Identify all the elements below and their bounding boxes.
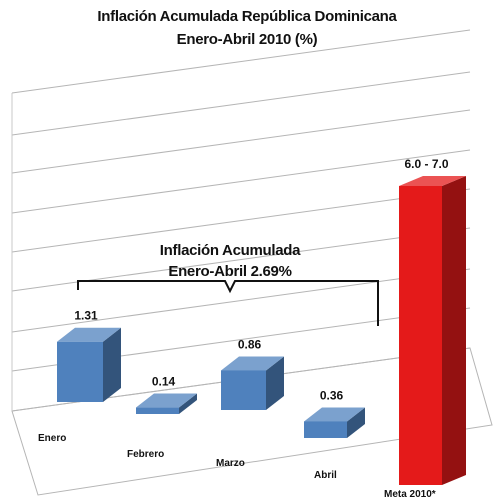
annotation-brace xyxy=(77,280,379,326)
category-label-4: Meta 2010* xyxy=(384,489,436,500)
bar-front xyxy=(399,186,442,485)
bar-front xyxy=(221,370,266,410)
annotation-line-1: Inflación Acumulada xyxy=(159,242,301,259)
chart-subtitle: Enero-Abril 2010 (%) xyxy=(176,31,318,48)
bar-0 xyxy=(57,327,121,402)
bar-side xyxy=(266,356,284,410)
bar-front xyxy=(304,421,347,438)
bar-front xyxy=(136,407,179,414)
brace-path xyxy=(77,280,379,326)
gridline-6 xyxy=(11,109,471,174)
data-label-0: 1.31 xyxy=(74,309,98,323)
chart-title: Inflación Acumulada República Dominicana xyxy=(97,8,397,25)
data-label-4: 6.0 - 7.0 xyxy=(404,157,448,171)
bar-4 xyxy=(399,176,466,485)
bar-top xyxy=(304,407,365,422)
bar-1 xyxy=(136,393,197,414)
data-label-2: 0.86 xyxy=(238,337,262,351)
gridline-7 xyxy=(11,71,471,136)
category-label-1: Febrero xyxy=(127,449,164,460)
category-label-0: Enero xyxy=(38,433,66,444)
bar-3 xyxy=(304,407,365,438)
floor xyxy=(11,347,493,496)
bars xyxy=(57,176,466,485)
data-label-3: 0.36 xyxy=(320,388,344,402)
gridline-4 xyxy=(11,188,471,253)
bar-top xyxy=(136,393,197,408)
gridline-8 xyxy=(11,29,471,94)
category-label-3: Abril xyxy=(314,470,337,481)
bar-top xyxy=(399,176,466,186)
data-label-1: 0.14 xyxy=(152,375,176,389)
gridline-5 xyxy=(11,149,471,214)
bar-side xyxy=(103,327,121,402)
bar-side xyxy=(179,393,197,414)
bar-2 xyxy=(221,356,284,410)
bar-top xyxy=(57,327,121,342)
category-label-2: Marzo xyxy=(216,458,245,469)
labels: 1.31 0.14 0.86 0.36 6.0 - 7.0 Enero Febrero Mar… xyxy=(38,157,449,500)
bar-front xyxy=(57,341,103,402)
bar-top xyxy=(221,356,284,371)
gridline-2 xyxy=(11,268,471,333)
bar-side xyxy=(442,176,466,485)
annotation-line-2: Enero-Abril 2.69% xyxy=(168,263,292,280)
bar-side xyxy=(347,407,365,438)
